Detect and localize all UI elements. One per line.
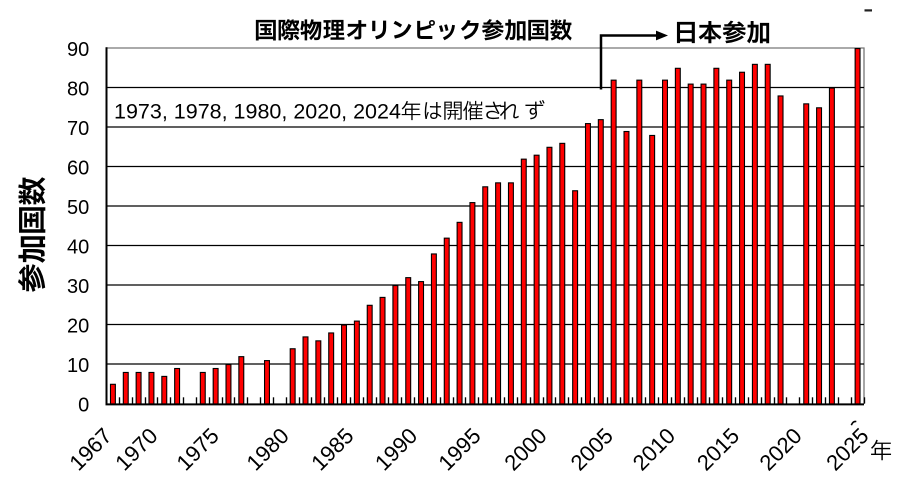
svg-text:40: 40 [67,237,89,259]
svg-text:90: 90 [67,39,89,61]
svg-text:70: 70 [67,118,89,140]
svg-text:10: 10 [67,355,89,377]
svg-text:20: 20 [67,316,89,338]
svg-text:60: 60 [67,158,89,180]
svg-text:50: 50 [67,197,89,219]
svg-text:1973, 1978, 1980, 2020, 2024: 1973, 1978, 1980, 2020, 2024 [114,100,401,124]
svg-text:80: 80 [67,79,89,101]
svg-text:0: 0 [78,395,89,417]
svg-text:30: 30 [67,276,89,298]
